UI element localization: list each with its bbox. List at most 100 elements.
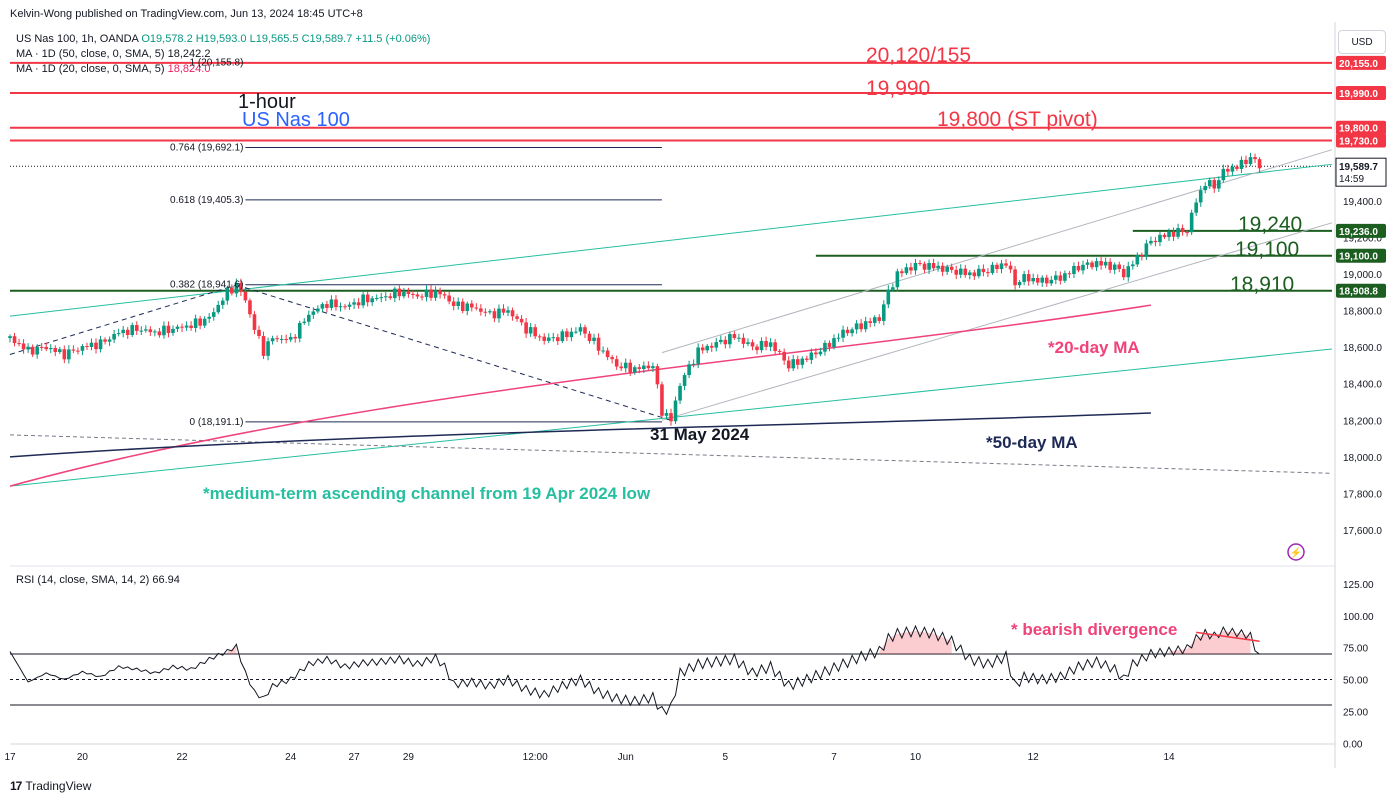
candle-body [415,294,420,297]
candle-body [279,338,284,340]
candle-body [438,290,442,295]
ma20-value: 18,824.0 [167,63,211,75]
candle-body [1085,262,1090,265]
candle-body [832,338,836,348]
candle-body [1230,166,1235,172]
candle-body [393,288,397,299]
rsi-tick-label: 125.00 [1343,580,1374,591]
candle-body [768,342,773,347]
candle-body [556,337,560,342]
time-tick-label: 5 [723,752,729,763]
candle-body [1176,228,1180,237]
candle-body [560,331,565,342]
candle-body [936,265,940,269]
candle-body [451,301,456,306]
candle-body [836,337,841,339]
candle-body [53,348,58,353]
candle-body [587,333,592,342]
candle-body [148,329,153,333]
candle-body [157,331,162,336]
candle-body [1217,180,1221,189]
price-axis-badge [1336,248,1386,263]
candle-body [198,318,202,326]
candle-body [977,268,981,277]
time-tick-label: 20 [77,752,89,763]
ma20-label: MA · 1D (20, close, 0, SMA, 5) [16,63,165,75]
candle-body [986,272,990,274]
candle-body [365,294,370,303]
rsi-line [9,624,1260,716]
price-tick-label: 19,000.0 [1343,270,1382,281]
candle-body [805,358,809,360]
candle-body [211,312,216,317]
candle-body [524,322,528,334]
candle-body [266,341,270,356]
price-tick-label: 18,200.0 [1343,416,1382,427]
dashed-trendline [9,434,1333,474]
label-layer: 20,155.0 19,990.0 19,800.0 19,730.0 19,236.0… [170,44,1387,639]
candle-body [632,367,637,373]
candle-body [116,333,121,335]
symbol-label: US Nas 100, 1h, OANDA [16,33,139,45]
candle-body [1049,279,1054,284]
candle-body [1090,262,1094,268]
candle-body [189,325,193,328]
candle-body [1194,202,1198,213]
candle-body [460,301,465,312]
candle-body [881,304,886,321]
candle-body [1130,264,1135,267]
swing-down-dashed [236,284,672,421]
annotation-divergence: * bearish divergence [1011,620,1177,639]
candle-body [497,308,501,319]
price-tick-label: 17,800.0 [1343,489,1382,500]
candle-body [8,336,12,339]
candle-body [1198,190,1203,203]
candle-body [827,342,832,348]
candle-body [12,336,17,344]
candle-body [601,350,605,352]
candle-body [673,400,678,422]
candle-body [791,359,796,369]
divergence-line [1196,631,1260,642]
candle-body [958,268,963,275]
candle-body [777,350,782,352]
annotation-ma20: *20-day MA [1048,338,1140,357]
candle-body [814,352,818,355]
candle-body [895,271,900,288]
symbol-row: US Nas 100, 1h, OANDA O19,578.2 H19,593.… [16,32,430,47]
footer-brand[interactable]: 17 TradingView [10,779,91,793]
candle-body [175,326,180,329]
price-tick-label: 19,200.0 [1343,233,1382,244]
candle-body [370,298,374,303]
rsi-overbought-fill [879,631,952,654]
candle-body [506,310,510,313]
short-channel-lower [661,222,1333,421]
candle-body [533,327,537,337]
candle-body [746,342,750,344]
candle-body [614,359,619,367]
candle-body [750,342,755,347]
candle-body [854,323,859,330]
ma50-row[interactable]: MA · 1D (50, close, 0, SMA, 5) 18,242.2 [16,47,430,62]
candle-body [261,336,266,356]
candle-body [39,346,44,348]
candle-body [1054,275,1058,280]
candle-body [682,375,687,386]
ma20-row[interactable]: MA · 1D (20, close, 0, SMA, 5) 18,824.0 [16,62,430,77]
candle-body [1094,261,1099,268]
candle-body [243,291,248,301]
ma50-line [9,412,1151,458]
annotation-sup1: 19,240 [1238,213,1302,236]
candle-body [202,318,207,326]
candle-body [420,296,424,298]
currency-button[interactable]: USD [1338,30,1386,54]
candle-body [619,366,623,369]
candle-body [1167,231,1171,238]
candle-body [709,345,714,348]
candle-body [891,287,895,290]
candle-body [98,339,103,350]
candle-body [623,362,628,369]
candle-body [723,339,728,345]
current-price-label: 19,589.7 [1339,162,1378,173]
